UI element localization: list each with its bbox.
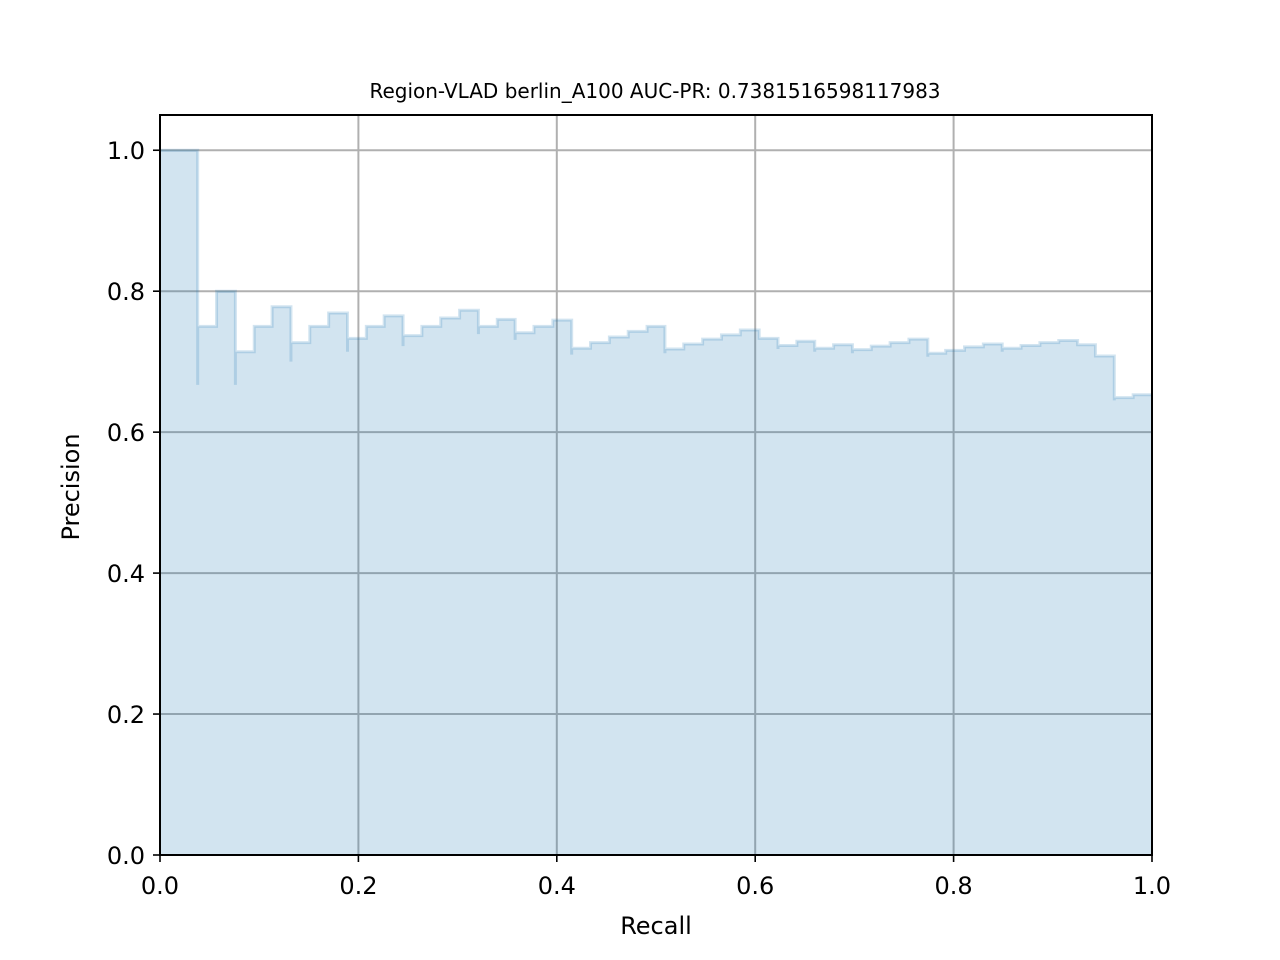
x-axis-label: Recall — [620, 912, 692, 940]
x-tick-label: 0.4 — [538, 872, 576, 900]
plot-area — [160, 148, 1152, 855]
y-tick-label: 0.2 — [107, 701, 145, 729]
y-tick-label: 1.0 — [107, 137, 145, 165]
x-tick-label: 0.6 — [736, 872, 774, 900]
y-axis-label: Precision — [57, 433, 85, 540]
chart-title: Region-VLAD berlin_A100 AUC-PR: 0.738151… — [369, 79, 940, 103]
pr-step-line — [160, 148, 1152, 401]
pr-area-fill — [160, 150, 1152, 855]
x-tick-label: 0.8 — [935, 872, 973, 900]
y-tick-label: 0.4 — [107, 560, 145, 588]
x-tick-label: 0.2 — [339, 872, 377, 900]
x-axis: 0.0 0.2 0.4 0.6 0.8 1.0 — [141, 855, 1171, 900]
y-tick-label: 0.6 — [107, 419, 145, 447]
y-axis: 0.0 0.2 0.4 0.6 0.8 1.0 — [107, 137, 160, 870]
x-tick-label: 0.0 — [141, 872, 179, 900]
y-tick-label: 0.0 — [107, 842, 145, 870]
x-tick-label: 1.0 — [1133, 872, 1171, 900]
plot-frame — [159, 114, 1153, 856]
y-tick-label: 0.8 — [107, 278, 145, 306]
